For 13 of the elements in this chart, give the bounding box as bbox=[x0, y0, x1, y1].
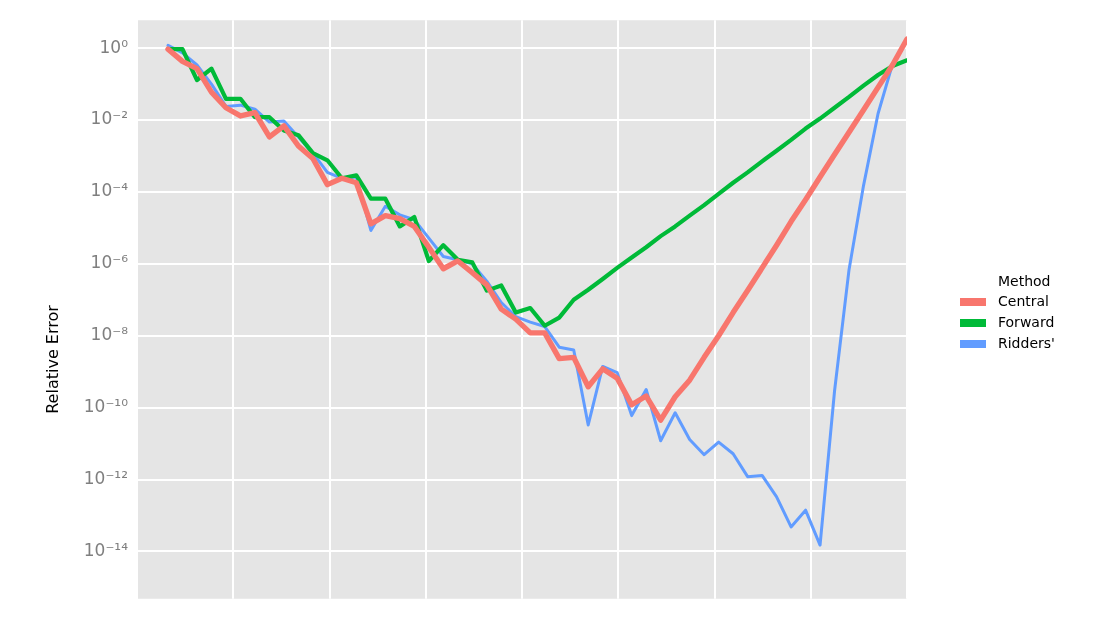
y-tick-label: 10⁻² bbox=[90, 108, 128, 129]
y-tick-label: 10⁻⁶ bbox=[90, 252, 129, 273]
y-tick-label: 10⁰ bbox=[99, 36, 129, 57]
y-tick-label: 10⁻¹⁴ bbox=[83, 539, 129, 560]
y-axis-title: Relative Error bbox=[43, 304, 63, 414]
y-tick-label: 10⁻¹⁰ bbox=[83, 396, 129, 417]
legend-label: Ridders' bbox=[998, 334, 1055, 351]
y-tick-label: 10⁻¹² bbox=[83, 467, 128, 488]
y-tick-label: 10⁻⁸ bbox=[90, 324, 129, 345]
y-tick-label: 10⁻⁴ bbox=[90, 180, 129, 201]
legend-label: Forward bbox=[998, 313, 1055, 330]
legend-label: Central bbox=[998, 292, 1049, 309]
legend-title: Method bbox=[998, 272, 1051, 289]
